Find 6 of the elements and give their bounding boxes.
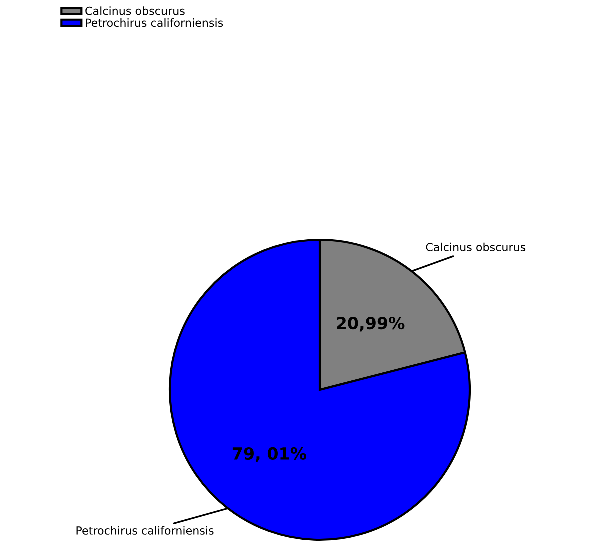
legend-label: Calcinus obscurus (86, 6, 185, 16)
legend-label: Petrochirus californiensis (86, 18, 224, 28)
slice-label: Petrochirus californiensis (76, 526, 214, 535)
data-label: 79, 01% (232, 447, 307, 462)
data-label: 20,99% (337, 317, 405, 332)
slice-label: Calcinus obscurus (426, 242, 526, 252)
